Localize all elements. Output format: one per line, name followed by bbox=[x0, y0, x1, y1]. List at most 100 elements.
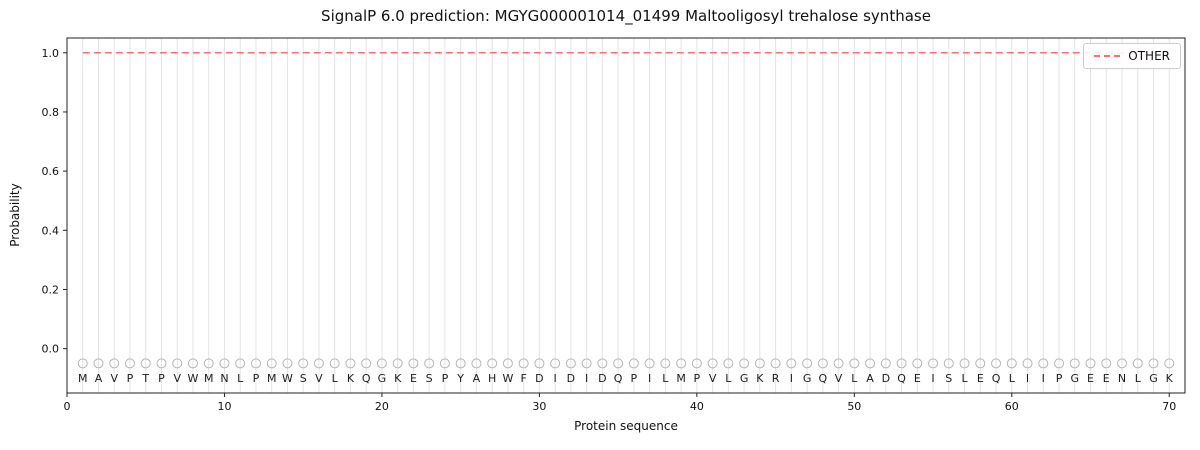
residue-letter: T bbox=[141, 372, 149, 385]
residue-letter: G bbox=[1149, 372, 1158, 385]
residue-marker-circle bbox=[975, 358, 986, 369]
residue-letter: A bbox=[95, 372, 103, 385]
x-tick-label: 70 bbox=[1162, 400, 1176, 413]
residue-marker-circle bbox=[565, 358, 576, 369]
residue-marker-circle bbox=[219, 358, 230, 369]
residue-letter: Q bbox=[614, 372, 623, 385]
residue-letter: I bbox=[585, 372, 588, 385]
residue-letter: K bbox=[1166, 372, 1174, 385]
residue-marker-circle bbox=[361, 358, 372, 369]
x-tick-label: 60 bbox=[1005, 400, 1019, 413]
residue-marker-circle bbox=[550, 358, 561, 369]
residue-marker-circle bbox=[266, 358, 277, 369]
residue-letter: Q bbox=[818, 372, 827, 385]
residue-marker-circle bbox=[282, 358, 293, 369]
residue-letter: W bbox=[502, 372, 513, 385]
residue-marker-circle bbox=[1164, 358, 1175, 369]
residue-letter: L bbox=[332, 372, 339, 385]
residue-letter: P bbox=[442, 372, 449, 385]
residue-marker-circle bbox=[502, 358, 513, 369]
y-tick-label: 0.2 bbox=[42, 283, 60, 296]
residue-letter: W bbox=[188, 372, 199, 385]
residue-letter: I bbox=[790, 372, 793, 385]
residue-marker-circle bbox=[140, 358, 151, 369]
y-tick-label: 0.4 bbox=[42, 224, 60, 237]
x-tick-label: 40 bbox=[690, 400, 704, 413]
residue-letter: Q bbox=[992, 372, 1001, 385]
residue-letter: D bbox=[535, 372, 543, 385]
y-tick-label: 0.6 bbox=[42, 165, 60, 178]
residue-marker-circle bbox=[613, 358, 624, 369]
residue-marker-circle bbox=[691, 358, 702, 369]
residue-letter: I bbox=[554, 372, 557, 385]
residue-marker-circle bbox=[644, 358, 655, 369]
residue-letter: V bbox=[709, 372, 717, 385]
residue-letter: V bbox=[315, 372, 323, 385]
residue-marker-circle bbox=[597, 358, 608, 369]
residue-letter: P bbox=[631, 372, 638, 385]
residue-marker-circle bbox=[1117, 358, 1128, 369]
residue-marker-circle bbox=[345, 358, 356, 369]
residue-letter: M bbox=[267, 372, 277, 385]
residue-marker-circle bbox=[487, 358, 498, 369]
legend: OTHER bbox=[1083, 43, 1181, 69]
residue-marker-circle bbox=[156, 358, 167, 369]
residue-letter: N bbox=[220, 372, 228, 385]
residue-marker-circle bbox=[329, 358, 340, 369]
residue-letter: K bbox=[756, 372, 764, 385]
residue-marker-circle bbox=[959, 358, 970, 369]
residue-marker-circle bbox=[298, 358, 309, 369]
residue-marker-circle bbox=[534, 358, 545, 369]
residue-marker-circle bbox=[203, 358, 214, 369]
residue-marker-circle bbox=[770, 358, 781, 369]
residue-letter: D bbox=[598, 372, 606, 385]
residue-marker-circle bbox=[896, 358, 907, 369]
legend-label: OTHER bbox=[1128, 49, 1170, 63]
residue-letter: K bbox=[394, 372, 402, 385]
residue-marker-circle bbox=[109, 358, 120, 369]
residue-marker-circle bbox=[880, 358, 891, 369]
residue-marker-circle bbox=[455, 358, 466, 369]
residue-marker-circle bbox=[313, 358, 324, 369]
residue-marker-circle bbox=[1148, 358, 1159, 369]
chart-title: SignalP 6.0 prediction: MGYG000001014_01… bbox=[321, 7, 931, 25]
residue-letter: L bbox=[851, 372, 858, 385]
residue-letter: L bbox=[237, 372, 244, 385]
residue-letter: I bbox=[931, 372, 934, 385]
residue-marker-circle bbox=[991, 358, 1002, 369]
residue-marker-circle bbox=[187, 358, 198, 369]
residue-marker-circle bbox=[93, 358, 104, 369]
residue-marker-circle bbox=[77, 358, 88, 369]
residue-marker-circle bbox=[1101, 358, 1112, 369]
residue-marker-circle bbox=[1022, 358, 1033, 369]
residue-marker-circle bbox=[518, 358, 529, 369]
residue-marker-circle bbox=[628, 358, 639, 369]
residue-marker-circle bbox=[1132, 358, 1143, 369]
residue-marker-circle bbox=[707, 358, 718, 369]
residue-letter: G bbox=[740, 372, 749, 385]
residue-marker-circle bbox=[754, 358, 765, 369]
residue-letter: R bbox=[772, 372, 780, 385]
residue-letter: L bbox=[1135, 372, 1142, 385]
residue-marker-circle bbox=[660, 358, 671, 369]
residue-marker-circle bbox=[676, 358, 687, 369]
residue-letter: I bbox=[1026, 372, 1029, 385]
residue-marker-circle bbox=[723, 358, 734, 369]
x-tick-label: 10 bbox=[217, 400, 231, 413]
residue-letter: P bbox=[694, 372, 701, 385]
x-tick-label: 50 bbox=[847, 400, 861, 413]
residue-letter: P bbox=[1056, 372, 1063, 385]
x-tick-label: 20 bbox=[375, 400, 389, 413]
residue-letter: P bbox=[253, 372, 260, 385]
y-tick-label: 0.8 bbox=[42, 106, 60, 119]
residue-letter: G bbox=[1071, 372, 1080, 385]
residue-letter: M bbox=[78, 372, 88, 385]
residue-marker-circle bbox=[739, 358, 750, 369]
residue-marker-circle bbox=[172, 358, 183, 369]
residue-marker-circle bbox=[833, 358, 844, 369]
residue-letter: L bbox=[961, 372, 968, 385]
residue-marker-circle bbox=[1054, 358, 1065, 369]
residue-marker-circle bbox=[1038, 358, 1049, 369]
y-tick-label: 1.0 bbox=[42, 47, 60, 60]
